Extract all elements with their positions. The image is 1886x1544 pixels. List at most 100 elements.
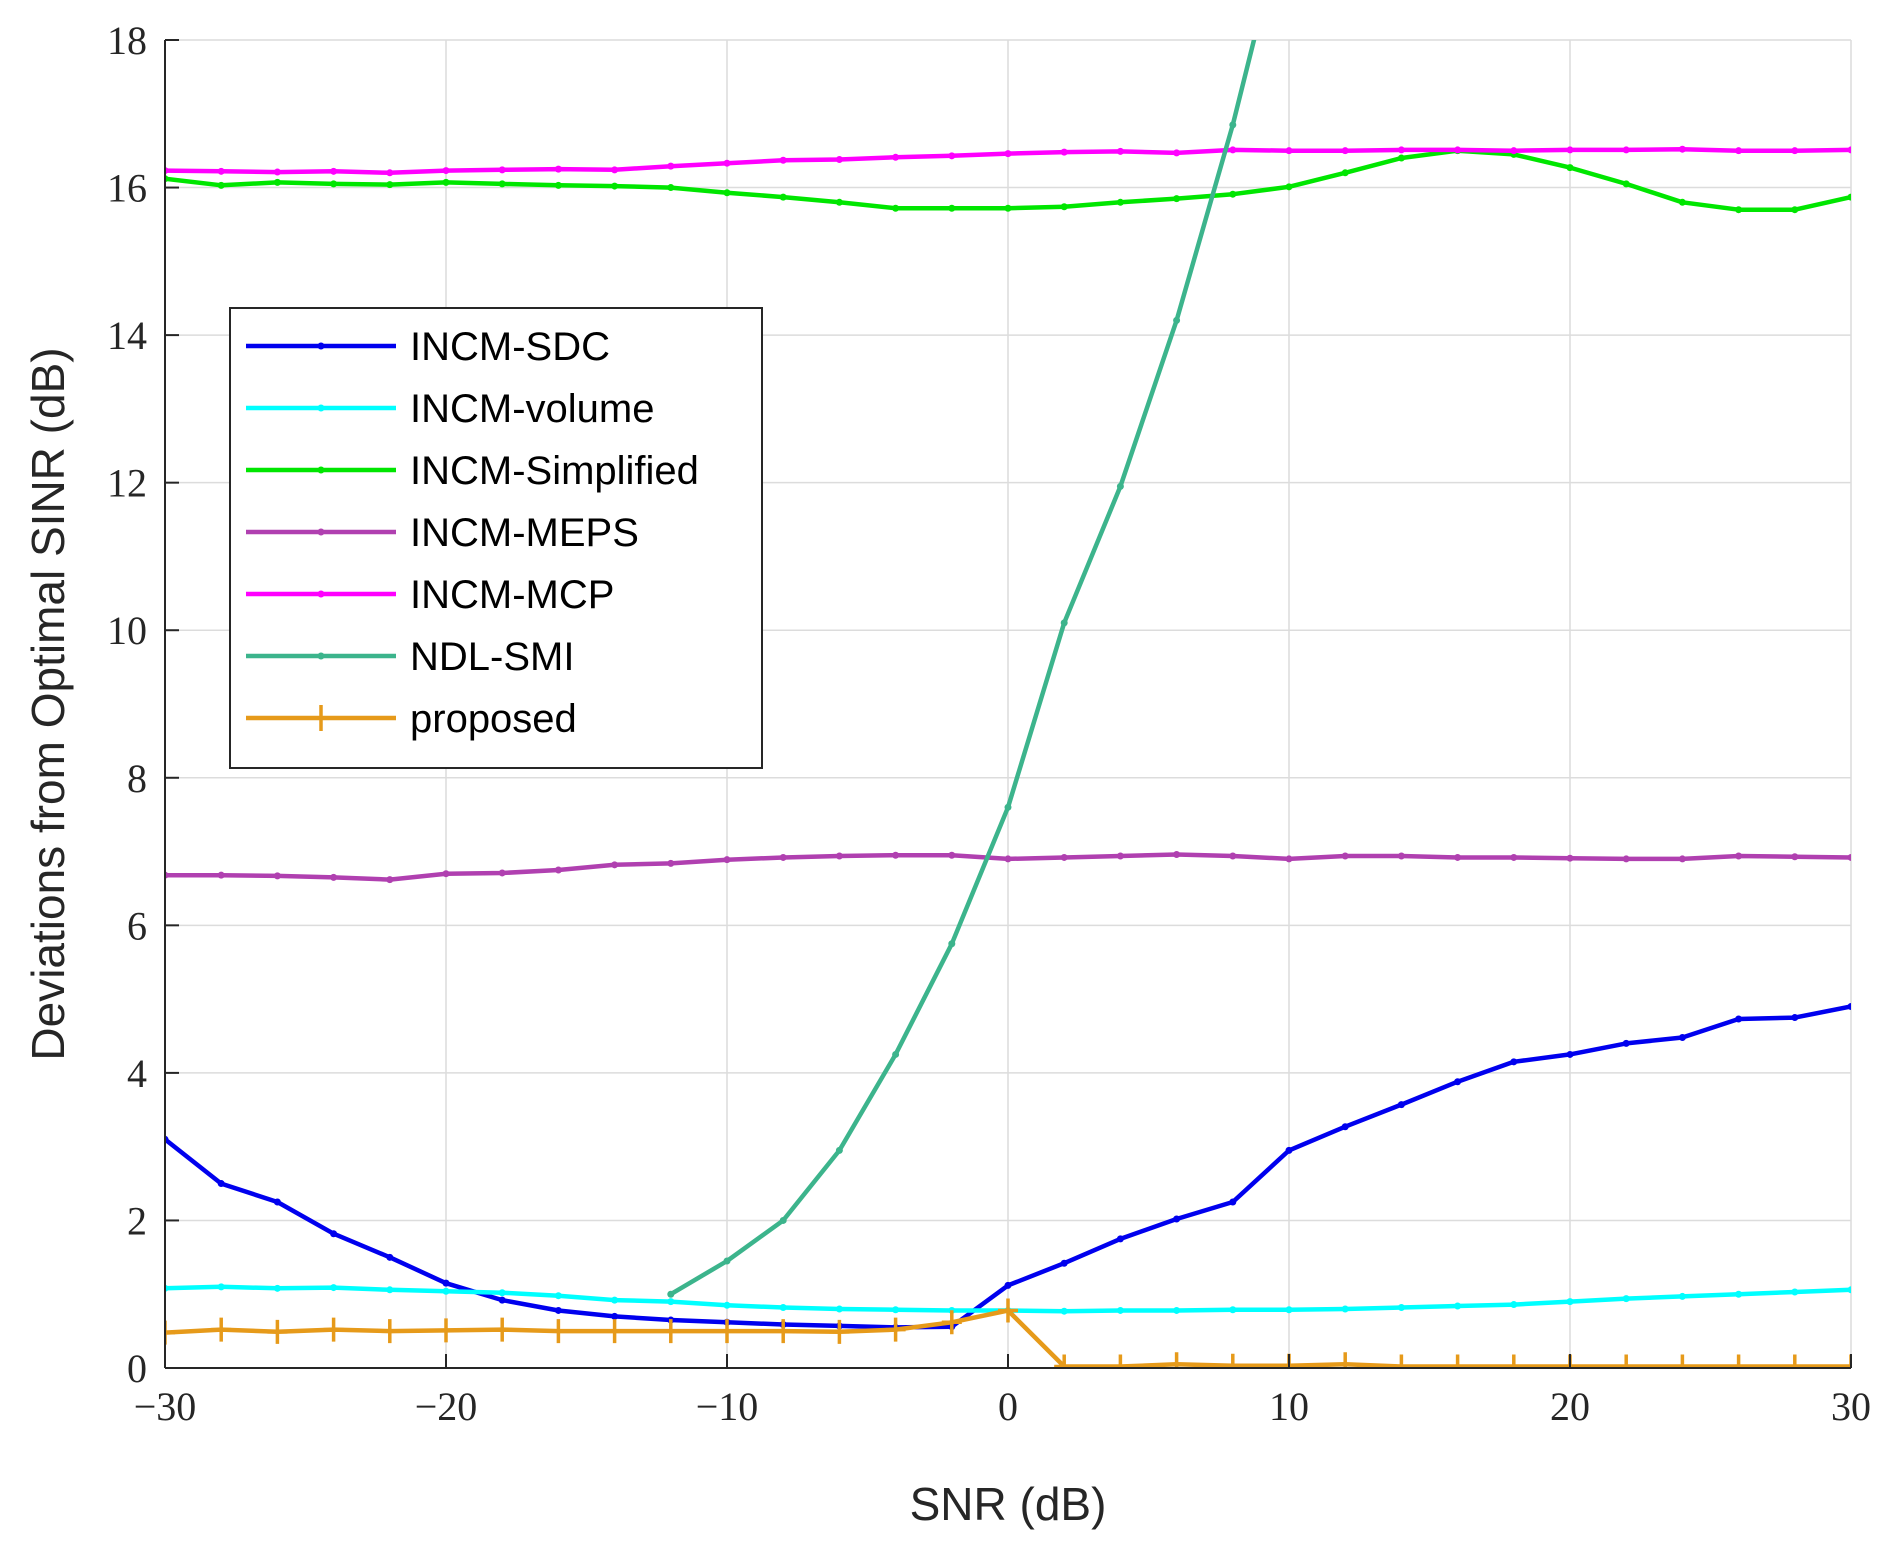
data-point [1116,1235,1124,1243]
data-point [548,1319,569,1344]
data-point [1397,146,1405,154]
data-point [1566,854,1574,862]
data-point [948,851,956,859]
data-point [835,1305,843,1313]
data-point [1004,150,1012,158]
data-point [1060,203,1068,211]
data-point [1622,146,1630,154]
data-point [1060,1307,1068,1315]
data-point [1791,1014,1799,1022]
data-point [1791,206,1799,214]
data-point [1116,482,1124,490]
data-point [892,851,900,859]
x-tick-label: −20 [415,1384,478,1429]
data-point [1566,1050,1574,1058]
data-point [498,1289,506,1297]
data-point [1116,147,1124,155]
data-point [1060,1259,1068,1267]
data-point [273,872,281,880]
series-incm-meps [165,851,1851,884]
data-point [1173,149,1181,157]
y-tick-label: 12 [107,461,147,506]
data-point [1847,146,1851,154]
data-point [611,861,619,869]
y-tick-label: 2 [127,1198,147,1243]
data-point [554,165,562,173]
legend-item: INCM-MEPS [246,511,639,555]
data-point [1054,1354,1075,1368]
data-point [1791,1288,1799,1296]
legend-label: proposed [410,697,577,741]
data-point [667,859,675,867]
series-ndl-smi [667,40,1257,1298]
tick-labels: −30 −20 −10 0 10 20 30 0 2 4 6 8 10 12 14 16 18 [107,18,1871,1429]
data-point [1335,1352,1356,1368]
legend-label: NDL-SMI [410,635,574,679]
data-point [554,1306,562,1314]
legend-marker [317,404,325,412]
legend-item: INCM-MCP [246,573,614,617]
data-point [1847,1286,1851,1294]
data-point [1784,1354,1805,1368]
data-point [1454,146,1462,154]
data-point [217,167,225,175]
data-point [1454,853,1462,861]
data-point [1060,148,1068,156]
y-axis-title: Deviations from Optimal SINR (dB) [22,347,74,1060]
y-tick-label: 6 [127,903,147,948]
data-point [165,1320,175,1345]
data-point [217,1180,225,1188]
data-point [892,1306,900,1314]
data-point [498,1296,506,1304]
data-point [554,1292,562,1300]
data-point [1841,1354,1851,1368]
legend-box [229,307,763,769]
y-tick-label: 16 [107,166,147,211]
data-point [1397,852,1405,860]
legend-label: INCM-MCP [410,573,614,617]
y-tick-label: 0 [127,1346,147,1391]
data-point [1622,1295,1630,1303]
data-point [667,1290,675,1298]
data-point [611,1296,619,1304]
legend-item: proposed [246,697,577,741]
data-point [492,1317,513,1342]
data-point [779,1216,787,1224]
data-point [436,1318,456,1343]
data-point [829,1319,850,1344]
data-point [1116,1306,1124,1314]
data-point [1735,206,1743,214]
data-point [386,1253,394,1261]
data-point [1060,853,1068,861]
data-point [386,876,394,884]
legend-marker [317,590,325,598]
data-point [1173,851,1181,859]
legend-label: INCM-volume [410,387,654,431]
y-tick-label: 18 [107,18,147,63]
data-point [1847,853,1851,861]
data-point [1454,1078,1462,1086]
data-point [1341,169,1349,177]
data-point [1847,193,1851,201]
data-point [1566,146,1574,154]
data-point [217,1283,225,1291]
data-point [1341,852,1349,860]
data-point [835,1146,843,1154]
data-point [885,1317,906,1342]
data-point [498,180,506,188]
data-point [1173,1215,1181,1223]
data-point [330,873,338,881]
data-point [323,1317,344,1342]
x-tick-label: 10 [1269,1384,1309,1429]
data-point [667,1298,675,1306]
data-point [611,1312,619,1320]
data-point [1735,852,1743,860]
legend-marker [317,528,325,536]
data-point [1566,1298,1574,1306]
data-point [498,869,506,877]
data-point [442,870,450,878]
data-point [217,871,225,879]
data-point [1616,1354,1637,1368]
data-point [1678,1292,1686,1300]
y-tick-label: 8 [127,756,147,801]
